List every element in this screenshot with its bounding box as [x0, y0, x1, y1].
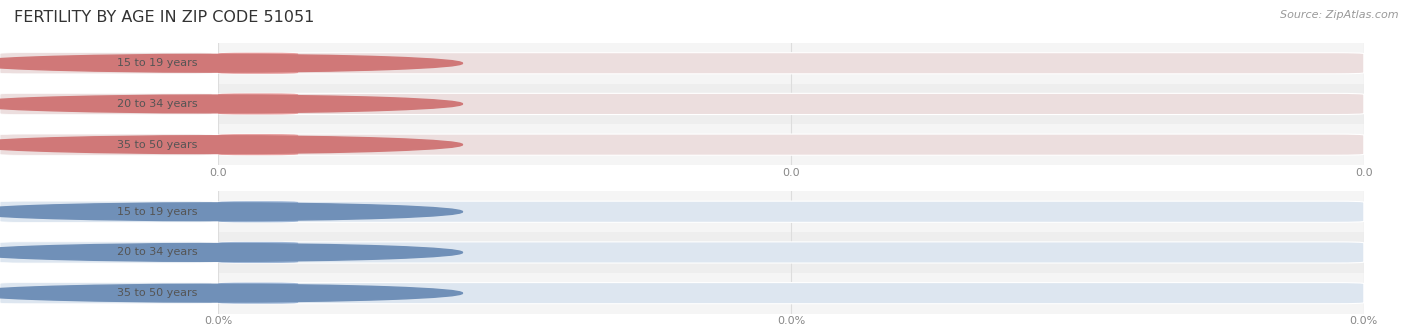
Bar — [218, 191, 1364, 232]
FancyBboxPatch shape — [0, 134, 212, 155]
Bar — [218, 43, 1364, 83]
FancyBboxPatch shape — [218, 282, 1364, 304]
Circle shape — [0, 203, 463, 221]
Text: 15 to 19 years: 15 to 19 years — [117, 207, 197, 217]
FancyBboxPatch shape — [218, 242, 298, 263]
Circle shape — [0, 136, 463, 153]
FancyBboxPatch shape — [218, 242, 1364, 263]
Bar — [218, 232, 1364, 273]
FancyBboxPatch shape — [218, 134, 1364, 155]
Text: FERTILITY BY AGE IN ZIP CODE 51051: FERTILITY BY AGE IN ZIP CODE 51051 — [14, 10, 315, 25]
Text: 0.0: 0.0 — [249, 58, 267, 68]
Circle shape — [0, 54, 463, 72]
Circle shape — [0, 284, 463, 302]
Circle shape — [0, 95, 463, 113]
FancyBboxPatch shape — [0, 53, 212, 74]
Text: 35 to 50 years: 35 to 50 years — [117, 288, 197, 298]
Text: 0.0%: 0.0% — [243, 207, 273, 217]
Text: 0.0%: 0.0% — [243, 248, 273, 257]
Text: 0.0: 0.0 — [249, 140, 267, 149]
FancyBboxPatch shape — [218, 93, 1364, 115]
FancyBboxPatch shape — [218, 93, 298, 115]
Text: 0.0: 0.0 — [249, 99, 267, 109]
Text: 0.0%: 0.0% — [243, 288, 273, 298]
Bar — [218, 273, 1364, 313]
FancyBboxPatch shape — [218, 53, 298, 74]
Text: 20 to 34 years: 20 to 34 years — [117, 248, 197, 257]
Text: 15 to 19 years: 15 to 19 years — [117, 58, 197, 68]
Text: Source: ZipAtlas.com: Source: ZipAtlas.com — [1281, 10, 1399, 20]
Text: 20 to 34 years: 20 to 34 years — [117, 99, 197, 109]
Text: 35 to 50 years: 35 to 50 years — [117, 140, 197, 149]
FancyBboxPatch shape — [218, 201, 1364, 222]
FancyBboxPatch shape — [0, 93, 212, 115]
Circle shape — [0, 244, 463, 261]
FancyBboxPatch shape — [218, 282, 298, 304]
FancyBboxPatch shape — [0, 242, 212, 263]
FancyBboxPatch shape — [218, 53, 1364, 74]
Bar — [218, 124, 1364, 165]
FancyBboxPatch shape — [218, 201, 298, 222]
FancyBboxPatch shape — [218, 134, 298, 155]
FancyBboxPatch shape — [0, 282, 212, 304]
FancyBboxPatch shape — [0, 201, 212, 222]
Bar — [218, 83, 1364, 124]
